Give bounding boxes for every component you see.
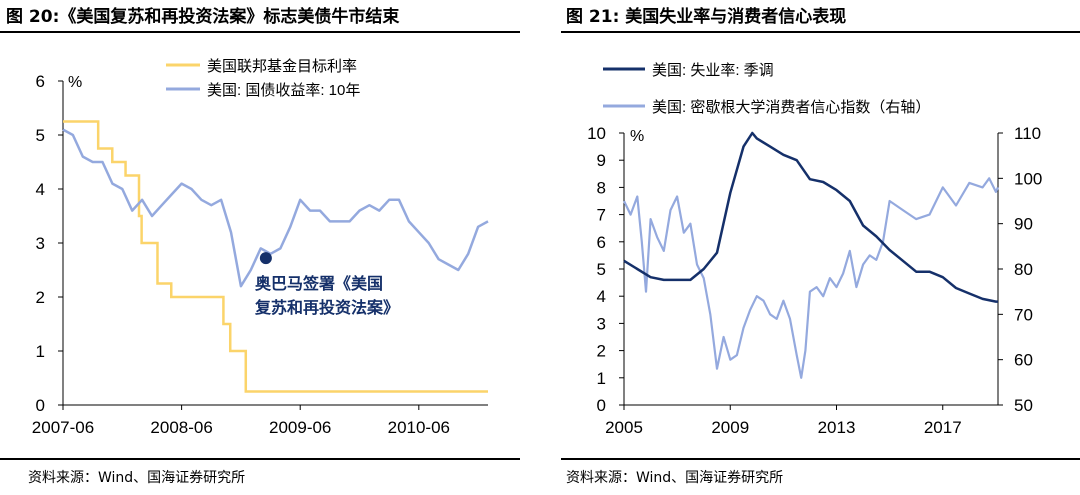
right-y-tick-label: 100: [1014, 169, 1042, 188]
right-title-rule: [561, 31, 1080, 33]
left-y-tick-label: 1: [597, 369, 606, 388]
left-y-tick-label: 4: [597, 287, 606, 306]
series-line-10y-yield: [62, 128, 489, 288]
left-y-tick-label: 2: [597, 342, 606, 361]
right-source-note: 资料来源：Wind、国海证券研究所: [566, 470, 784, 486]
y-tick-label: 5: [36, 126, 45, 145]
series-line-unemployment-rate: [623, 131, 998, 303]
series-line-fed-funds-rate: [63, 120, 488, 393]
y-tick-label: 4: [36, 180, 45, 199]
legend-label: 美国: 国债收益率: 10年: [207, 82, 360, 99]
y-tick-label: 1: [36, 342, 45, 361]
y-tick-label: 3: [36, 234, 45, 253]
x-tick-label: 2010-06: [388, 418, 450, 437]
y-tick-label: 2: [36, 288, 45, 307]
legend-label: 美国: 密歇根大学消费者信心指数（右轴）: [652, 99, 930, 116]
right-y-tick-label: 80: [1014, 260, 1033, 279]
left-y-tick-label: 7: [597, 206, 606, 225]
left-y-tick-label: 0: [597, 396, 606, 415]
y-tick-label: 0: [36, 396, 45, 415]
left-y-tick-label: 8: [597, 178, 606, 197]
left-source-rule: [0, 458, 520, 460]
x-tick-label: 2013: [818, 418, 856, 437]
left-y-tick-label: 5: [597, 260, 606, 279]
x-tick-label: 2005: [605, 418, 643, 437]
y-unit-label: %: [630, 128, 644, 145]
left-title-rule: [0, 31, 520, 33]
legend-label: 美国联邦基金目标利率: [207, 58, 357, 75]
right-y-tick-label: 70: [1014, 305, 1033, 324]
right-y-tick-label: 60: [1014, 351, 1033, 370]
right-y-tick-label: 50: [1014, 396, 1033, 415]
right-y-tick-label: 90: [1014, 215, 1033, 234]
left-y-tick-label: 6: [597, 233, 606, 252]
right-chart-title: 图 21: 美国失业率与消费者信心表现: [566, 7, 847, 27]
left-chart-title: 图 20:《美国复苏和再投资法案》标志美债牛市结束: [6, 7, 400, 27]
y-tick-label: 6: [36, 72, 45, 91]
annotation-label: 奥巴马签署《美国: [255, 274, 383, 293]
annotation-marker: [259, 252, 272, 265]
y-unit-label: %: [68, 74, 82, 91]
left-y-tick-label: 10: [587, 124, 606, 143]
left-chart: 0 1 2 3 4 5 6 % 2007-06 2008-06 2009-06 2010-06 美国联邦…: [32, 58, 489, 437]
right-y-tick-label: 110: [1014, 124, 1041, 143]
left-y-tick-label: 3: [597, 314, 606, 333]
x-tick-label: 2009-06: [269, 418, 331, 437]
x-tick-label: 2009: [711, 418, 749, 437]
left-source-note: 资料来源：Wind、国海证券研究所: [28, 470, 246, 486]
series-line-consumer-sentiment: [623, 177, 999, 379]
annotation-label: 复苏和再投资法案》: [254, 298, 399, 317]
legend-label: 美国: 失业率: 季调: [652, 62, 774, 79]
left-y-tick-label: 9: [597, 151, 606, 170]
x-tick-label: 2007-06: [32, 418, 94, 437]
right-source-rule: [561, 458, 1080, 460]
x-tick-label: 2017: [924, 418, 962, 437]
x-tick-label: 2008-06: [150, 418, 212, 437]
